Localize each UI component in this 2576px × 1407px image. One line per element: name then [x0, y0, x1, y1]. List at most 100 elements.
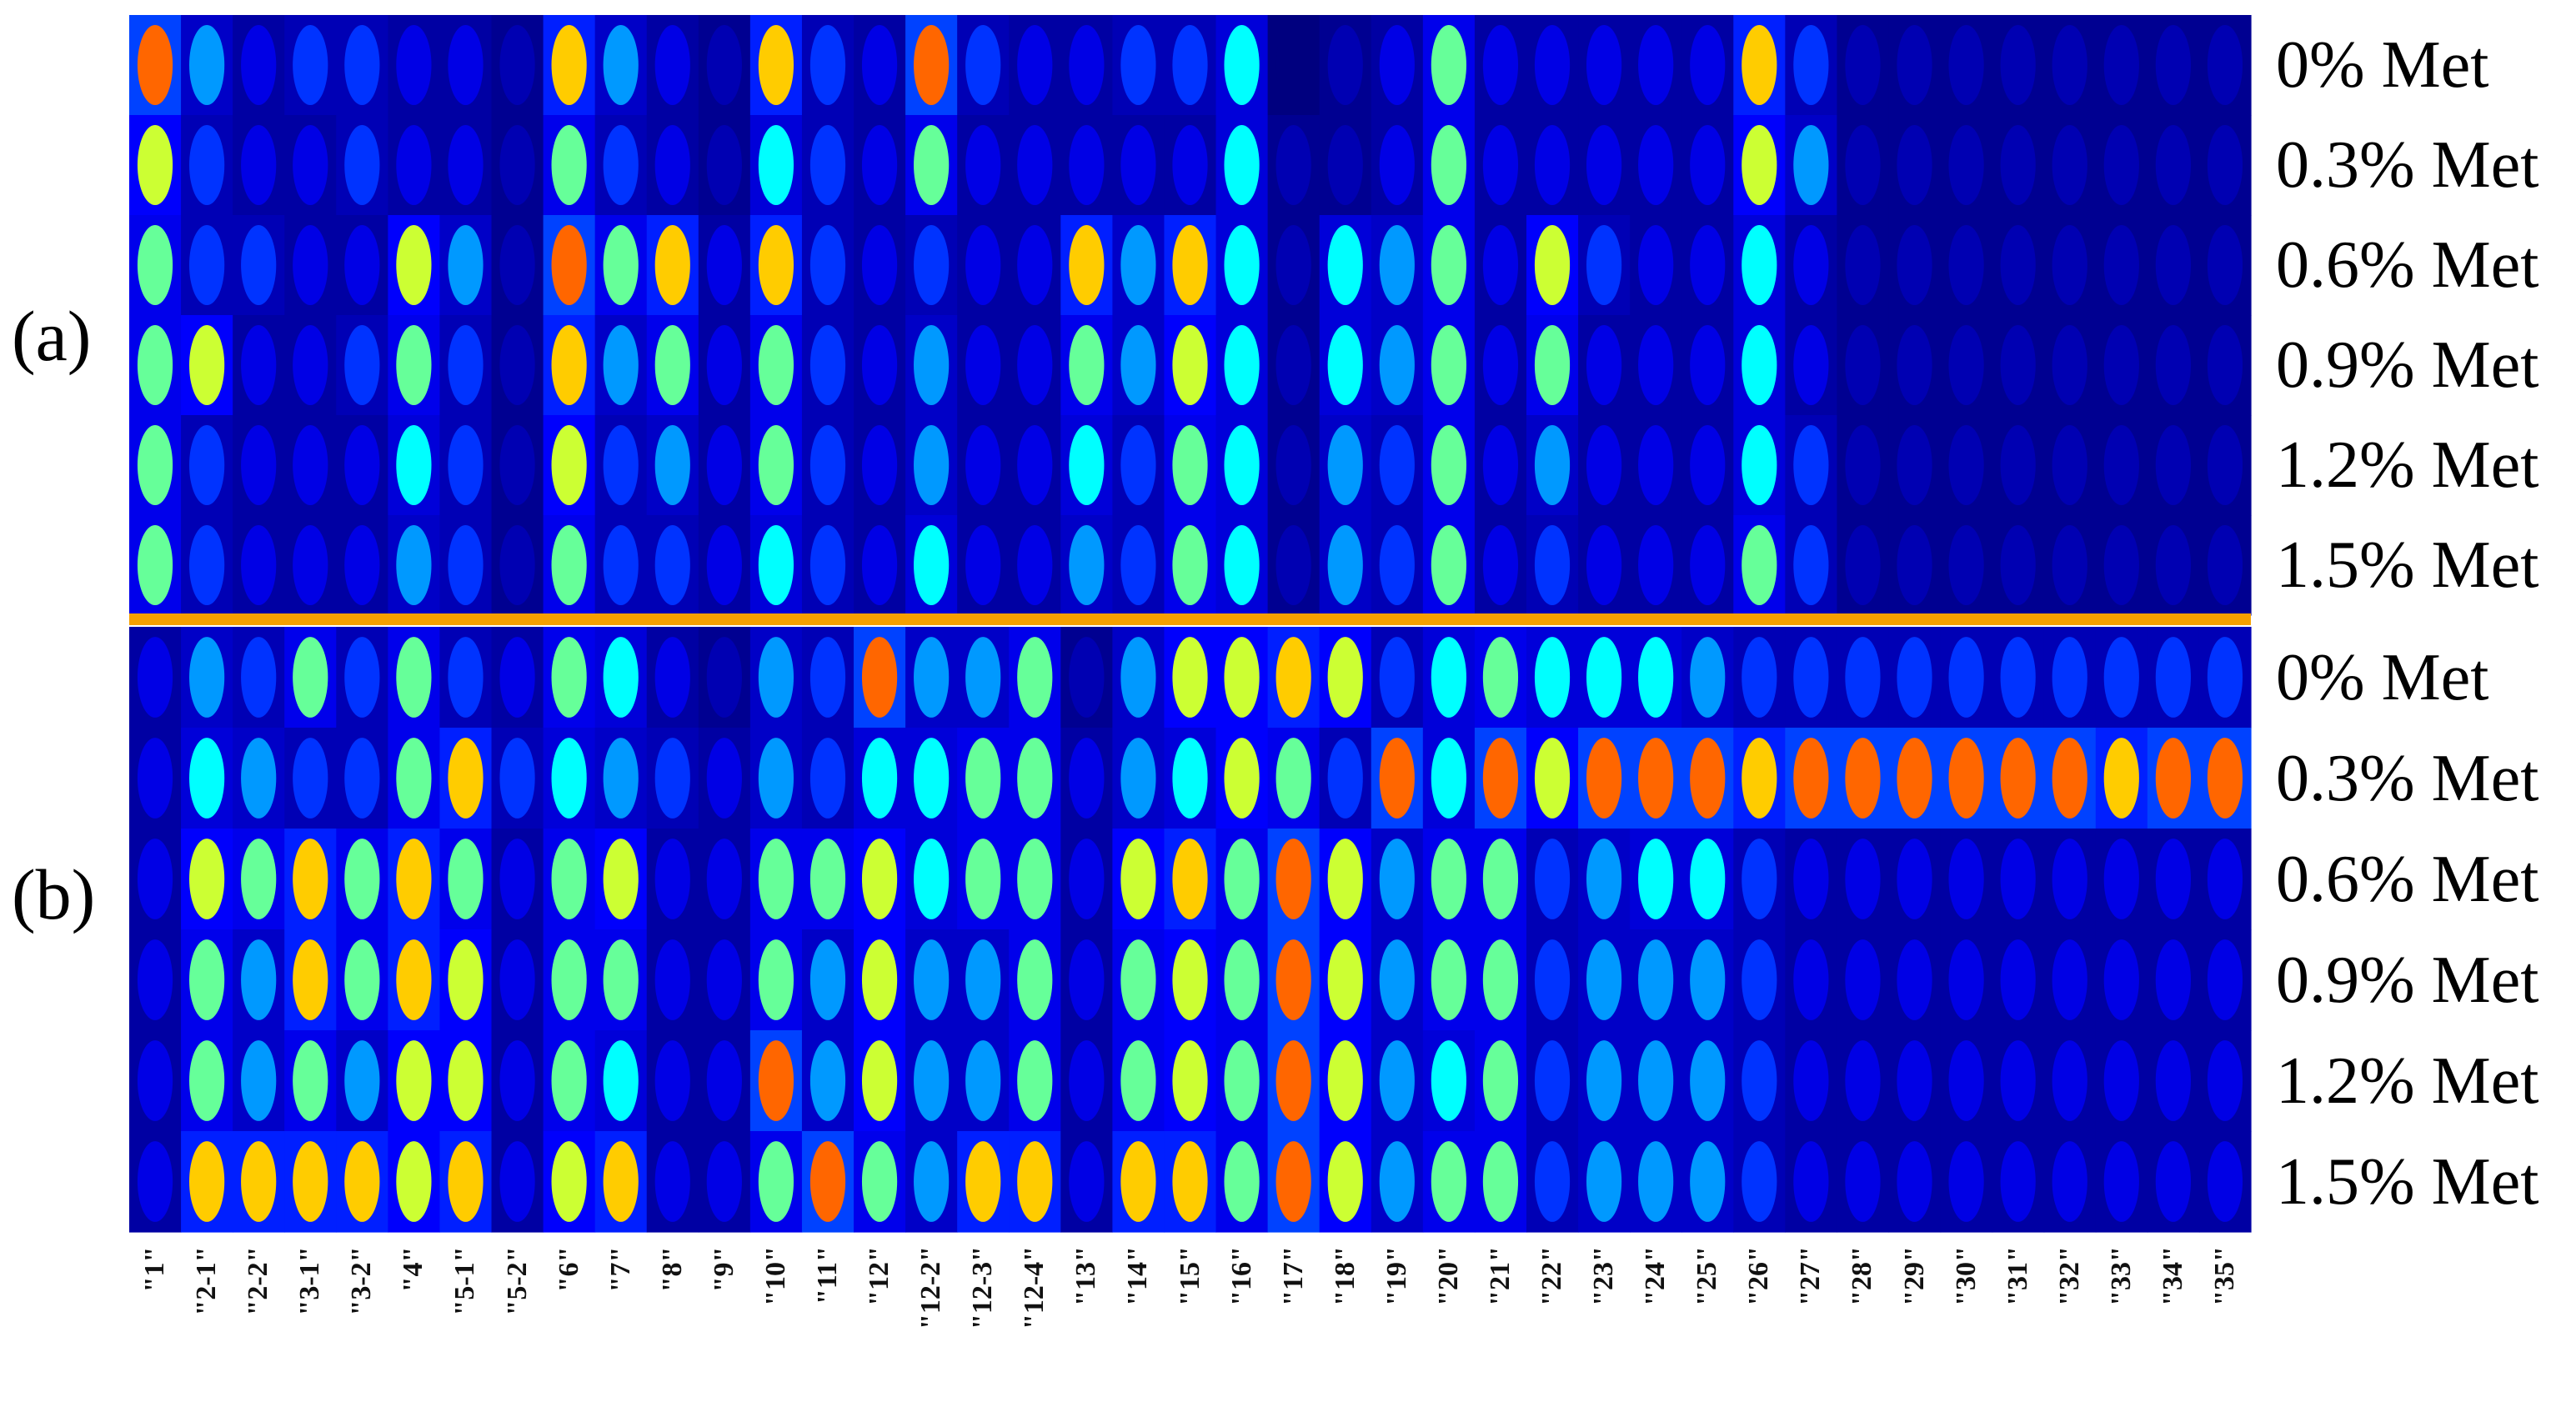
heatmap-cell: [1482, 637, 1519, 718]
heatmap-cell: [551, 738, 587, 819]
heatmap-cell: [2103, 1141, 2139, 1222]
heatmap-cell: [1017, 225, 1053, 305]
heatmap-cell: [241, 525, 277, 605]
heatmap-cell: [137, 25, 173, 105]
heatmap-cell: [551, 125, 587, 205]
heatmap-cell: [965, 637, 1001, 718]
heatmap-cell: [914, 525, 950, 605]
heatmap-cell: [1431, 325, 1466, 405]
heatmap-cell: [189, 25, 225, 105]
heatmap-cell: [603, 325, 639, 405]
heatmap-cell: [1069, 425, 1105, 505]
heatmap-cell: [809, 225, 846, 305]
heatmap-cell: [1017, 425, 1053, 505]
heatmap-cell: [1482, 425, 1519, 505]
heatmap-cell: [137, 939, 173, 1020]
heatmap-cell: [448, 25, 484, 105]
heatmap-cell: [1638, 225, 1674, 305]
heatmap-cell: [965, 1141, 1001, 1222]
heatmap-cell: [396, 1141, 432, 1222]
column-label: "19": [1381, 1246, 1412, 1306]
heatmap-cell: [706, 1040, 742, 1121]
heatmap-cell: [861, 125, 898, 205]
heatmap-cell: [2207, 225, 2243, 305]
heatmap-cell: [914, 225, 950, 305]
heatmap-cell: [448, 939, 484, 1020]
heatmap-cell: [1638, 1141, 1674, 1222]
heatmap-cell: [706, 325, 742, 405]
heatmap-cell: [758, 125, 794, 205]
heatmap-cell: [1742, 738, 1777, 819]
heatmap-cell: [2207, 425, 2243, 505]
heatmap-cell: [499, 225, 535, 305]
column-label: "13": [1070, 1246, 1102, 1306]
heatmap-cell: [448, 1040, 484, 1121]
heatmap-cell: [965, 225, 1001, 305]
heatmap-cell: [1586, 125, 1622, 205]
heatmap-cell: [603, 1040, 639, 1121]
heatmap-cell: [1742, 325, 1777, 405]
heatmap-cell: [499, 25, 535, 105]
heatmap-cell: [1431, 637, 1466, 718]
heatmap-cell: [2103, 225, 2139, 305]
heatmap-cell: [1069, 738, 1105, 819]
heatmap-cell: [2155, 738, 2191, 819]
heatmap-cell: [1172, 738, 1208, 819]
panel-label-b: (b): [12, 854, 96, 934]
column-label: "34": [2157, 1246, 2188, 1306]
heatmap-cell: [1534, 125, 1571, 205]
heatmap-cell: [293, 25, 328, 105]
heatmap-cell: [706, 637, 742, 718]
heatmap-cell: [2052, 637, 2087, 718]
column-label: "12-4": [1019, 1245, 1050, 1330]
heatmap-cell: [189, 225, 225, 305]
row-label: 0.3% Met: [2276, 128, 2539, 202]
heatmap-cell: [551, 525, 587, 605]
heatmap-cell: [189, 637, 225, 718]
panel-label-a: (a): [12, 296, 92, 376]
heatmap-cell: [1431, 525, 1466, 605]
heatmap-cell: [809, 738, 846, 819]
heatmap-cell: [809, 839, 846, 919]
column-label: "12-2": [915, 1245, 947, 1330]
heatmap-cell: [1742, 225, 1777, 305]
heatmap-cell: [1948, 1040, 1984, 1121]
heatmap-cell: [1327, 225, 1363, 305]
heatmap-cell: [241, 939, 277, 1020]
heatmap-cell: [914, 738, 950, 819]
heatmap-cell: [551, 25, 587, 105]
heatmap-cell: [1017, 1040, 1053, 1121]
heatmap-cell: [914, 425, 950, 505]
heatmap-cell: [1120, 939, 1156, 1020]
heatmap-cell: [1586, 939, 1622, 1020]
heatmap-cell: [654, 738, 690, 819]
heatmap-cell: [396, 125, 432, 205]
heatmap-cell: [654, 25, 690, 105]
heatmap-cell: [1327, 1141, 1363, 1222]
heatmap-cell: [2052, 125, 2087, 205]
heatmap-cell: [1172, 425, 1208, 505]
heatmap-cell: [1742, 25, 1777, 105]
heatmap-cell: [1897, 425, 1932, 505]
column-label: "28": [1847, 1246, 1878, 1306]
heatmap-cell: [2155, 125, 2191, 205]
heatmap-cell: [1845, 125, 1881, 205]
heatmap-cell: [2000, 325, 2036, 405]
heatmap-cell: [2052, 738, 2087, 819]
heatmap-cell: [499, 839, 535, 919]
heatmap-cell: [293, 125, 328, 205]
heatmap-cell: [499, 1141, 535, 1222]
heatmap-cell: [344, 25, 380, 105]
heatmap-cell: [2155, 25, 2191, 105]
heatmap-cell: [1224, 637, 1260, 718]
heatmap-cell: [1275, 637, 1311, 718]
column-label: "29": [1898, 1246, 1930, 1306]
heatmap-cell: [2052, 425, 2087, 505]
heatmap-cell: [706, 25, 742, 105]
heatmap-cell: [1379, 525, 1415, 605]
heatmap-cell: [1742, 1141, 1777, 1222]
heatmap-cell: [1275, 1040, 1311, 1121]
heatmap-cell: [1069, 1040, 1105, 1121]
heatmap-cell: [1069, 637, 1105, 718]
heatmap-cell: [1069, 125, 1105, 205]
